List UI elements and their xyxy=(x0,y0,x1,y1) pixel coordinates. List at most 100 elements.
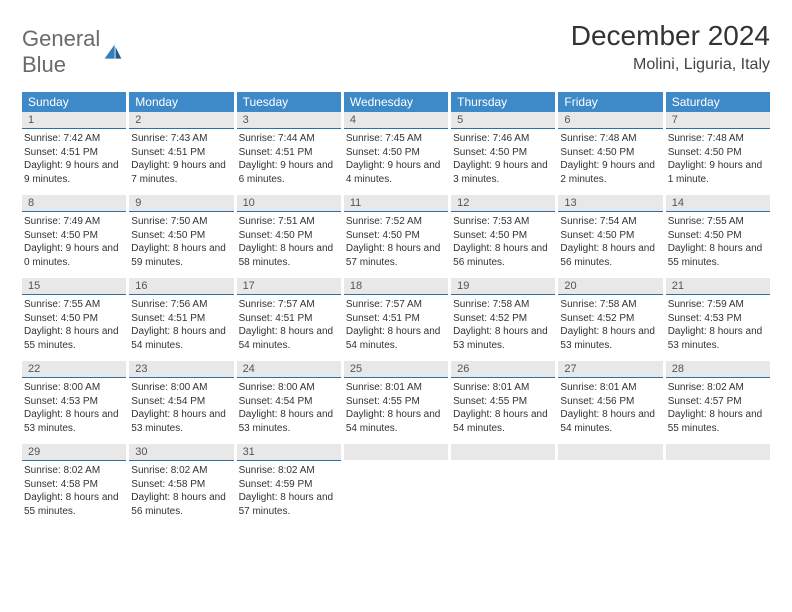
sunrise-line: Sunrise: 7:58 AM xyxy=(560,298,660,312)
sunrise-line: Sunrise: 7:49 AM xyxy=(24,215,124,229)
sunset-line: Sunset: 4:51 PM xyxy=(239,312,339,326)
day-cell: 12Sunrise: 7:53 AMSunset: 4:50 PMDayligh… xyxy=(451,195,555,274)
sunset-line: Sunset: 4:55 PM xyxy=(453,395,553,409)
daylight-line: Daylight: 8 hours and 53 minutes. xyxy=(131,408,231,435)
day-body: Sunrise: 7:52 AMSunset: 4:50 PMDaylight:… xyxy=(344,212,448,274)
day-cell: 22Sunrise: 8:00 AMSunset: 4:53 PMDayligh… xyxy=(22,361,126,440)
sunrise-line: Sunrise: 8:01 AM xyxy=(453,381,553,395)
sunset-line: Sunset: 4:53 PM xyxy=(668,312,768,326)
day-number: 17 xyxy=(237,278,341,295)
sunset-line: Sunset: 4:50 PM xyxy=(453,146,553,160)
sunset-line: Sunset: 4:50 PM xyxy=(24,312,124,326)
day-cell: 28Sunrise: 8:02 AMSunset: 4:57 PMDayligh… xyxy=(666,361,770,440)
sunset-line: Sunset: 4:51 PM xyxy=(131,312,231,326)
day-number-empty xyxy=(666,444,770,460)
day-body: Sunrise: 7:57 AMSunset: 4:51 PMDaylight:… xyxy=(237,295,341,357)
day-cell: 18Sunrise: 7:57 AMSunset: 4:51 PMDayligh… xyxy=(344,278,448,357)
sunrise-line: Sunrise: 7:44 AM xyxy=(239,132,339,146)
day-cell: 16Sunrise: 7:56 AMSunset: 4:51 PMDayligh… xyxy=(129,278,233,357)
day-cell: 2Sunrise: 7:43 AMSunset: 4:51 PMDaylight… xyxy=(129,112,233,191)
day-cell: 11Sunrise: 7:52 AMSunset: 4:50 PMDayligh… xyxy=(344,195,448,274)
day-cell: 31Sunrise: 8:02 AMSunset: 4:59 PMDayligh… xyxy=(237,444,341,523)
sunset-line: Sunset: 4:51 PM xyxy=(239,146,339,160)
sunrise-line: Sunrise: 8:00 AM xyxy=(24,381,124,395)
sunset-line: Sunset: 4:54 PM xyxy=(239,395,339,409)
daylight-line: Daylight: 8 hours and 56 minutes. xyxy=(453,242,553,269)
day-number: 10 xyxy=(237,195,341,212)
daylight-line: Daylight: 9 hours and 6 minutes. xyxy=(239,159,339,186)
day-number: 20 xyxy=(558,278,662,295)
sunset-line: Sunset: 4:51 PM xyxy=(24,146,124,160)
day-cell: 5Sunrise: 7:46 AMSunset: 4:50 PMDaylight… xyxy=(451,112,555,191)
day-body: Sunrise: 8:02 AMSunset: 4:58 PMDaylight:… xyxy=(129,461,233,523)
day-body: Sunrise: 7:53 AMSunset: 4:50 PMDaylight:… xyxy=(451,212,555,274)
day-number-empty xyxy=(344,444,448,460)
sunset-line: Sunset: 4:58 PM xyxy=(131,478,231,492)
sunrise-line: Sunrise: 8:02 AM xyxy=(239,464,339,478)
day-number: 27 xyxy=(558,361,662,378)
day-number: 1 xyxy=(22,112,126,129)
day-number: 6 xyxy=(558,112,662,129)
day-cell: 1 Sunrise: 7:42 AMSunset: 4:51 PMDaylight… xyxy=(22,112,126,191)
sunset-line: Sunset: 4:50 PM xyxy=(668,146,768,160)
day-cell: 8Sunrise: 7:49 AMSunset: 4:50 PMDaylight… xyxy=(22,195,126,274)
day-cell: 21Sunrise: 7:59 AMSunset: 4:53 PMDayligh… xyxy=(666,278,770,357)
day-body: Sunrise: 7:50 AMSunset: 4:50 PMDaylight:… xyxy=(129,212,233,274)
weekday-header: Thursday xyxy=(451,92,555,112)
sunrise-line: Sunrise: 7:42 AM xyxy=(24,132,124,146)
sunrise-line: Sunrise: 7:54 AM xyxy=(560,215,660,229)
day-number: 13 xyxy=(558,195,662,212)
header: General Blue December 2024 Molini, Ligur… xyxy=(22,20,770,78)
logo: General Blue xyxy=(22,26,124,78)
sunset-line: Sunset: 4:50 PM xyxy=(239,229,339,243)
day-body: Sunrise: 7:56 AMSunset: 4:51 PMDaylight:… xyxy=(129,295,233,357)
sunrise-line: Sunrise: 7:51 AM xyxy=(239,215,339,229)
daylight-line: Daylight: 8 hours and 53 minutes. xyxy=(239,408,339,435)
sunset-line: Sunset: 4:52 PM xyxy=(453,312,553,326)
day-body: Sunrise: 7:43 AMSunset: 4:51 PMDaylight:… xyxy=(129,129,233,191)
daylight-line: Daylight: 8 hours and 57 minutes. xyxy=(239,491,339,518)
weekday-header: Saturday xyxy=(666,92,770,112)
day-number: 21 xyxy=(666,278,770,295)
daylight-line: Daylight: 9 hours and 1 minute. xyxy=(668,159,768,186)
day-body: Sunrise: 8:01 AMSunset: 4:56 PMDaylight:… xyxy=(558,378,662,440)
day-number: 14 xyxy=(666,195,770,212)
day-body: Sunrise: 8:01 AMSunset: 4:55 PMDaylight:… xyxy=(451,378,555,440)
day-number: 30 xyxy=(129,444,233,461)
day-cell: 17Sunrise: 7:57 AMSunset: 4:51 PMDayligh… xyxy=(237,278,341,357)
day-number-empty xyxy=(451,444,555,460)
day-cell: 13Sunrise: 7:54 AMSunset: 4:50 PMDayligh… xyxy=(558,195,662,274)
day-cell: 3Sunrise: 7:44 AMSunset: 4:51 PMDaylight… xyxy=(237,112,341,191)
day-cell-empty xyxy=(451,444,555,523)
sunrise-line: Sunrise: 7:59 AM xyxy=(668,298,768,312)
sunrise-line: Sunrise: 7:55 AM xyxy=(24,298,124,312)
day-body: Sunrise: 7:45 AMSunset: 4:50 PMDaylight:… xyxy=(344,129,448,191)
day-cell: 24Sunrise: 8:00 AMSunset: 4:54 PMDayligh… xyxy=(237,361,341,440)
day-cell: 23Sunrise: 8:00 AMSunset: 4:54 PMDayligh… xyxy=(129,361,233,440)
weekday-header: Friday xyxy=(558,92,662,112)
daylight-line: Daylight: 8 hours and 54 minutes. xyxy=(453,408,553,435)
sunrise-line: Sunrise: 8:02 AM xyxy=(131,464,231,478)
day-cell: 6Sunrise: 7:48 AMSunset: 4:50 PMDaylight… xyxy=(558,112,662,191)
weekday-header: Monday xyxy=(129,92,233,112)
location: Molini, Liguria, Italy xyxy=(571,56,770,74)
day-body: Sunrise: 7:59 AMSunset: 4:53 PMDaylight:… xyxy=(666,295,770,357)
day-number: 31 xyxy=(237,444,341,461)
day-number: 19 xyxy=(451,278,555,295)
day-body: Sunrise: 7:48 AMSunset: 4:50 PMDaylight:… xyxy=(558,129,662,191)
day-number: 8 xyxy=(22,195,126,212)
day-cell: 15Sunrise: 7:55 AMSunset: 4:50 PMDayligh… xyxy=(22,278,126,357)
day-cell-empty xyxy=(558,444,662,523)
day-body: Sunrise: 7:46 AMSunset: 4:50 PMDaylight:… xyxy=(451,129,555,191)
daylight-line: Daylight: 9 hours and 2 minutes. xyxy=(560,159,660,186)
sunset-line: Sunset: 4:59 PM xyxy=(239,478,339,492)
day-body: Sunrise: 8:02 AMSunset: 4:59 PMDaylight:… xyxy=(237,461,341,523)
daylight-line: Daylight: 8 hours and 54 minutes. xyxy=(346,325,446,352)
day-body: Sunrise: 7:55 AMSunset: 4:50 PMDaylight:… xyxy=(666,212,770,274)
sunset-line: Sunset: 4:50 PM xyxy=(346,146,446,160)
daylight-line: Daylight: 8 hours and 54 minutes. xyxy=(131,325,231,352)
daylight-line: Daylight: 8 hours and 53 minutes. xyxy=(24,408,124,435)
sunrise-line: Sunrise: 8:00 AM xyxy=(131,381,231,395)
daylight-line: Daylight: 9 hours and 9 minutes. xyxy=(24,159,124,186)
sunrise-line: Sunrise: 7:52 AM xyxy=(346,215,446,229)
